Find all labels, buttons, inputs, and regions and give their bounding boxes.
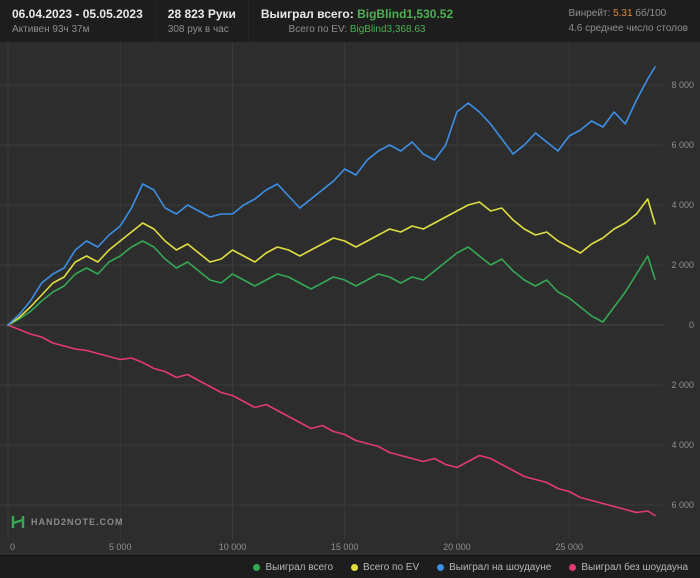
svg-text:2 000: 2 000 — [671, 380, 694, 390]
won-total-line: Выиграл всего: BigBlind1,530.52 — [261, 7, 453, 21]
stats-header: 06.04.2023 - 05.05.2023 Активен 93ч 37м … — [0, 0, 700, 43]
svg-text:20 000: 20 000 — [443, 542, 471, 552]
svg-text:0: 0 — [10, 542, 15, 552]
legend-label-3: Выиграл без шоудауна — [581, 561, 688, 573]
legend-label-2: Выиграл на шоудауне — [449, 561, 552, 573]
winrate-section: Винрейт: 5.31 бб/100 4.6 среднее число с… — [556, 0, 700, 42]
legend-dot-2 — [437, 563, 445, 571]
legend-label-0: Выиграл всего — [265, 561, 334, 573]
svg-text:8 000: 8 000 — [671, 80, 694, 90]
avg-tables: 4.6 среднее число столов — [568, 23, 688, 34]
hands-total: 28 823 Руки — [167, 6, 236, 21]
ev-total-value: BigBlind3,368.63 — [349, 23, 426, 35]
graph-legend: Выиграл всего Всего по EV Выиграл на шоуда… — [0, 555, 700, 578]
legend-dot-3 — [569, 563, 577, 571]
legend-dot-1 — [351, 563, 359, 571]
winrate-units: бб/100 — [632, 8, 667, 19]
hands-section: 28 823 Руки 308 рук в час — [154, 0, 248, 42]
legend-item-1[interactable]: Всего по EV — [351, 562, 419, 573]
hand2note-logo: HAND2NOTE.COM — [10, 514, 124, 530]
svg-text:4 000: 4 000 — [671, 200, 694, 210]
graph-canvas[interactable]: 8 000 6 000 4 000 2 000 0 2 000 4 000 6 000 0 5 0… — [0, 42, 700, 556]
winrate-line: Винрейт: 5.31 бб/100 — [568, 7, 688, 20]
winnings-graph[interactable]: 8 000 6 000 4 000 2 000 0 2 000 4 000 6 000 0 5 0… — [0, 42, 700, 556]
series-line-3 — [7, 324, 656, 517]
date-range: 06.04.2023 - 05.05.2023 — [12, 6, 143, 21]
legend-label-1: Всего по EV — [363, 561, 420, 573]
svg-text:4 000: 4 000 — [671, 440, 694, 450]
svg-text:5 000: 5 000 — [109, 542, 132, 552]
won-total-label: Выиграл всего: — [260, 6, 358, 21]
svg-text:6 000: 6 000 — [671, 140, 694, 150]
session-period-section: 06.04.2023 - 05.05.2023 Активен 93ч 37м — [0, 0, 155, 42]
svg-text:6 000: 6 000 — [671, 500, 694, 510]
ev-total-label: Всего по EV: — [288, 23, 350, 35]
svg-text:15 000: 15 000 — [331, 542, 359, 552]
series-line-2 — [7, 66, 656, 326]
legend-item-3[interactable]: Выиграл без шоудауна — [569, 562, 688, 573]
svg-text:10 000: 10 000 — [219, 542, 247, 552]
svg-text:0: 0 — [689, 320, 694, 330]
hand2note-logo-icon — [11, 516, 25, 528]
legend-item-2[interactable]: Выиграл на шоудауне — [437, 562, 551, 573]
hand2note-logo-text: HAND2NOTE.COM — [31, 517, 124, 527]
legend-item-0[interactable]: Выиграл всего — [253, 562, 333, 573]
series-line-0 — [7, 240, 656, 326]
series-line-1 — [7, 198, 656, 326]
active-time: Активен 93ч 37м — [12, 23, 90, 35]
winrate-value: 5.31 — [613, 8, 633, 19]
winnings-section: Выиграл всего: BigBlind1,530.52 Всего по… — [247, 0, 465, 42]
hands-per-hour: 308 рук в час — [167, 23, 229, 35]
svg-text:25 000: 25 000 — [555, 542, 583, 552]
winrate-label: Винрейт: — [568, 8, 614, 19]
ev-total-line: Всего по EV: BigBlind3,368.63 — [261, 23, 453, 36]
svg-text:2 000: 2 000 — [671, 260, 694, 270]
legend-dot-0 — [253, 563, 261, 571]
won-total-value: BigBlind1,530.52 — [357, 6, 454, 21]
